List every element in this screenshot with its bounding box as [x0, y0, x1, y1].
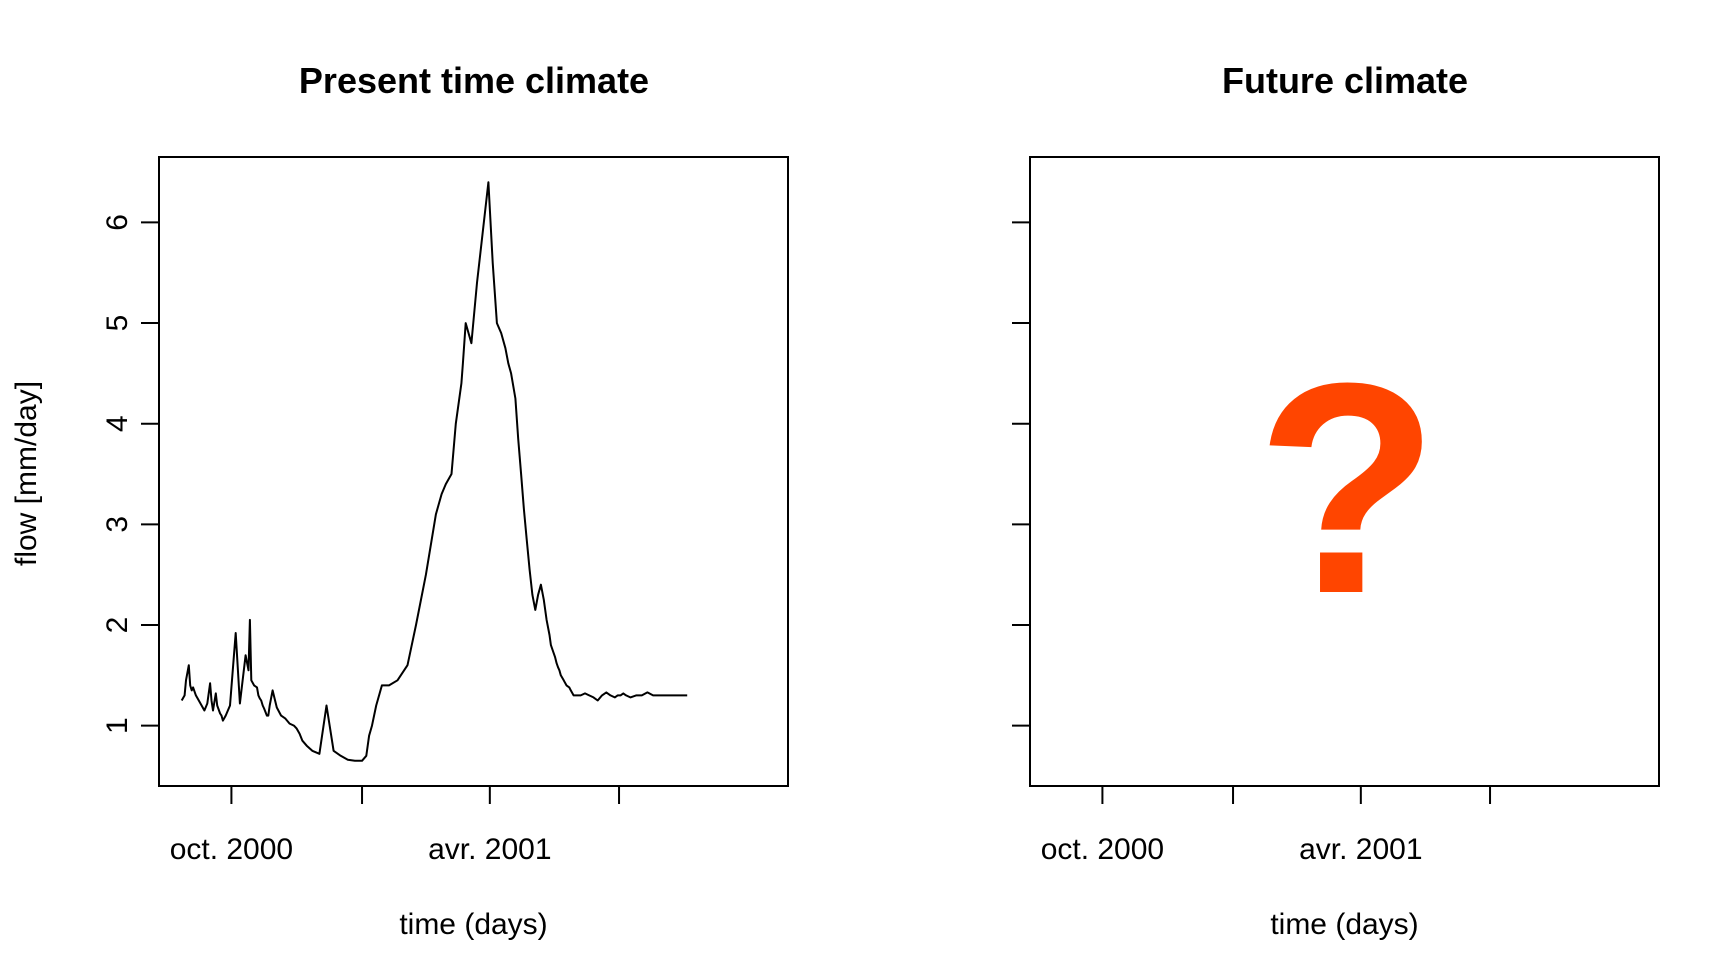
- chart-title: Present time climate: [299, 60, 649, 101]
- y-tick-label: 4: [101, 415, 134, 432]
- chart-title: Future climate: [1222, 60, 1468, 101]
- x-axis-label: time (days): [399, 908, 547, 941]
- x-axis-label: time (days): [1270, 908, 1418, 941]
- x-tick-label: oct. 2000: [1041, 833, 1164, 866]
- x-tick-label: avr. 2001: [1299, 833, 1422, 866]
- plot-frame: [158, 156, 789, 787]
- y-tick-label: 6: [101, 214, 134, 231]
- y-tick-label: 1: [101, 717, 134, 734]
- question-mark-annotation: ?: [1256, 320, 1439, 656]
- y-tick-label: 5: [101, 315, 134, 332]
- present-climate-panel: Present time climate 1 2 3 4 5 6 oct. 2000 avr. …: [10, 60, 789, 941]
- x-tick-label: oct. 2000: [170, 833, 293, 866]
- y-tick-label: 2: [101, 617, 134, 634]
- flow-series-line: [180, 181, 688, 762]
- plot-frame: [1029, 156, 1660, 787]
- y-axis-label: flow [mm/day]: [10, 381, 43, 566]
- y-tick-label: 3: [101, 516, 134, 533]
- future-climate-panel: Future climate oct. 2000 avr. 2001 time (da…: [1012, 60, 1660, 941]
- x-tick-label: avr. 2001: [428, 833, 551, 866]
